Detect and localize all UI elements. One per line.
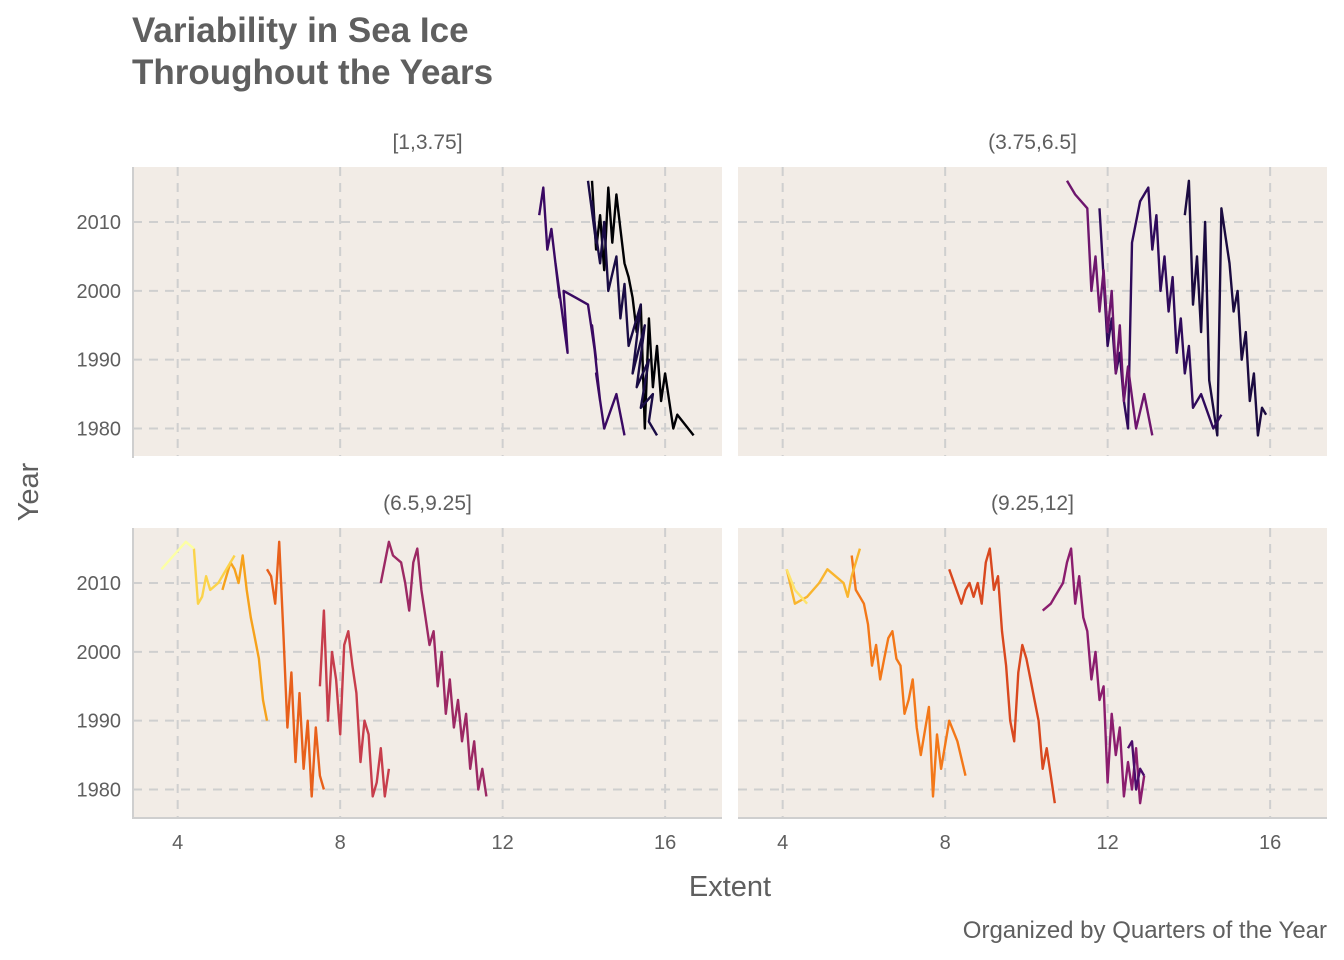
x-tick-label: 8 [335, 832, 346, 854]
facet-panel-1: [1,3.75] 1980 1990 2000 2010 [77, 131, 722, 458]
x-tick-label: 4 [172, 832, 183, 854]
facet-panel-3: (6.5,9.25] 1980 1990 2000 2010 4 8 12 16 [77, 492, 722, 854]
chart-title-line-2: Throughout the Years [132, 53, 494, 92]
series-line-month-2 [1126, 740, 1146, 791]
y-tick-label: 2000 [77, 642, 122, 664]
facet-strip-label: (3.75,6.5] [988, 131, 1077, 154]
y-tick-label: 1990 [77, 711, 122, 733]
x-tick-label: 4 [777, 832, 788, 854]
facet-strip-label: [1,3.75] [392, 131, 462, 154]
series-line-month-1 [1041, 547, 1146, 805]
y-tick-label: 2000 [77, 281, 122, 303]
series-line-month-7 [379, 540, 488, 797]
facet-panels: [1,3.75] 1980 1990 2000 2010 (3.75,6.5] (6.5,9… [77, 131, 1327, 854]
facet-panel-2: (3.75,6.5] [738, 131, 1327, 456]
chart-caption: Organized by Quarters of the Year [963, 917, 1327, 944]
series-line-month-12 [160, 540, 195, 571]
y-axis-label: Year [13, 462, 45, 521]
facet-strip-label: (6.5,9.25] [383, 492, 472, 515]
facet-panel-4: (9.25,12] 4 8 12 16 [738, 492, 1327, 854]
series-line-month-10 [948, 547, 1056, 804]
x-tick-label: 12 [1097, 832, 1119, 854]
chart-title-line-1: Variability in Sea Ice [132, 11, 469, 50]
panel-background [133, 167, 722, 456]
series-line-month-9 [850, 555, 967, 798]
series-line-month-4 [1183, 179, 1268, 437]
series-line-month-11 [192, 548, 236, 605]
x-tick-label: 16 [1259, 832, 1281, 854]
series-line-month-8 [318, 609, 391, 798]
chart-title: Variability in Sea Ice Throughout the Ye… [132, 10, 493, 94]
y-tick-label: 1990 [77, 350, 122, 372]
x-tick-label: 16 [654, 832, 676, 854]
series-line-month-2 [586, 180, 659, 437]
x-tick-label: 8 [940, 832, 951, 854]
series-line-month-9 [265, 540, 326, 798]
y-tick-label: 2010 [77, 573, 122, 595]
facet-strip-label: (9.25,12] [991, 492, 1074, 515]
y-tick-label: 1980 [77, 418, 122, 440]
series-line-month-5 [1098, 186, 1223, 430]
y-tick-label: 1980 [77, 779, 122, 801]
x-tick-label: 12 [492, 832, 514, 854]
panel-background [133, 528, 722, 817]
series-line-month-3 [538, 186, 626, 436]
series-line-month-12 [785, 568, 808, 605]
panel-background [738, 167, 1327, 456]
x-axis-label: Extent [689, 871, 771, 903]
series-line-month-6 [1065, 180, 1154, 436]
y-tick-label: 2010 [77, 212, 122, 234]
series-line-month-1 [590, 180, 695, 437]
